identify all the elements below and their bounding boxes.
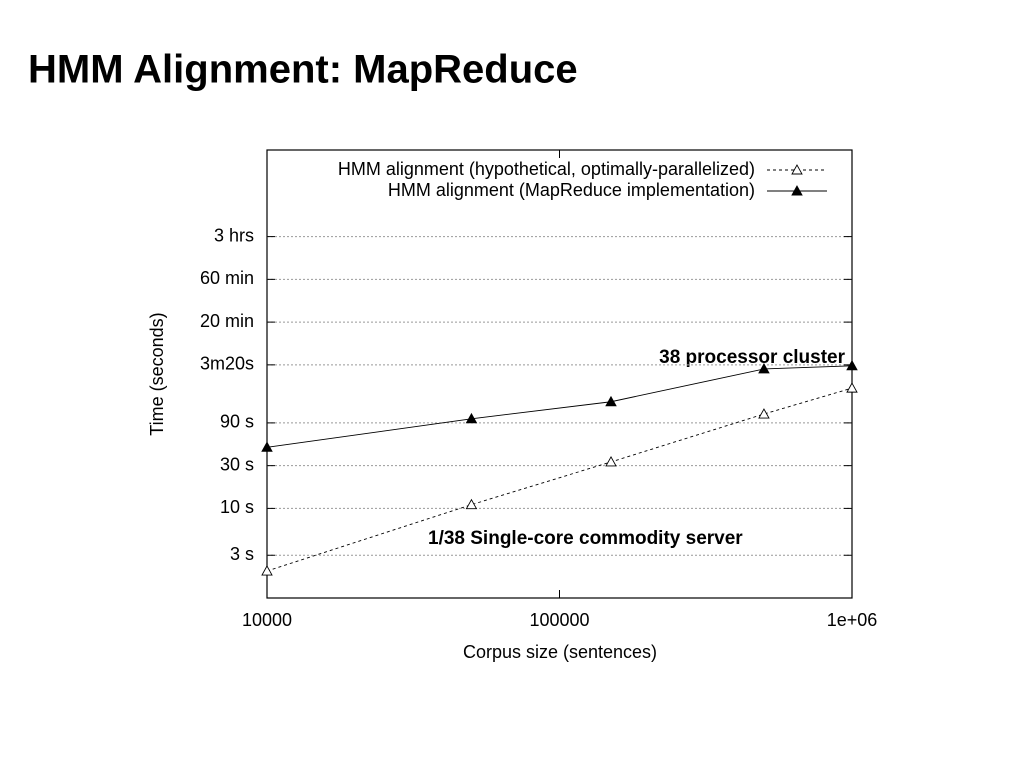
y-tick-label: 3 hrs	[214, 225, 254, 245]
annotation: 1/38 Single-core commodity server	[428, 528, 743, 549]
data-point	[846, 382, 858, 393]
x-tick-label: 100000	[529, 610, 589, 630]
y-tick-label: 60 min	[200, 268, 254, 288]
y-tick-label: 20 min	[200, 311, 254, 331]
legend-label: HMM alignment (MapReduce implementation)	[388, 180, 755, 200]
annotation: 38 processor cluster	[659, 347, 845, 368]
data-point	[465, 412, 478, 424]
x-tick-label: 10000	[242, 610, 292, 630]
data-point	[261, 441, 273, 452]
series-line	[266, 365, 853, 448]
y-tick-label: 30 s	[220, 454, 254, 474]
legend-marker	[791, 164, 803, 175]
x-axis-label: Corpus size (sentences)	[463, 642, 657, 662]
y-axis-label: Time (seconds)	[147, 312, 167, 435]
data-point	[758, 408, 770, 419]
legend-marker	[791, 185, 803, 196]
data-point	[605, 395, 617, 407]
x-tick-label: 1e+06	[827, 610, 878, 630]
data-point	[465, 498, 478, 510]
data-point	[261, 565, 273, 576]
legend-label: HMM alignment (hypothetical, optimally-p…	[338, 159, 755, 179]
y-tick-label: 90 s	[220, 412, 254, 432]
data-point	[605, 456, 617, 467]
y-tick-label: 3 s	[230, 544, 254, 564]
y-tick-label: 3m20s	[200, 354, 254, 374]
y-tick-label: 10 s	[220, 497, 254, 517]
data-point	[758, 363, 770, 374]
slide-title: HMM Alignment: MapReduce	[28, 48, 578, 92]
data-point	[846, 359, 858, 371]
